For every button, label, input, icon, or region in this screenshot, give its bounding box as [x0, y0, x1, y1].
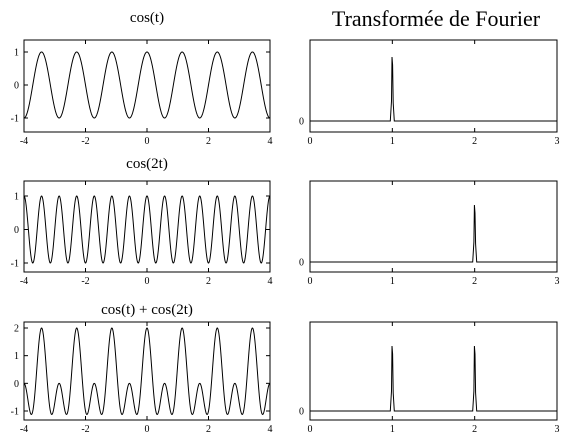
x-tick-label: 0	[308, 424, 313, 435]
plot-title-5: cos(t) + cos(2t)	[101, 302, 193, 318]
plot-frame-6	[309, 321, 558, 421]
x-tick-label: 2	[206, 276, 211, 287]
x-tick-label: -2	[81, 276, 89, 287]
spectrum-line-4	[310, 204, 557, 263]
spectrum-line-2	[310, 56, 557, 122]
y-tick-label: -1	[11, 114, 19, 125]
x-tick-label: 3	[555, 136, 560, 147]
y-tick-label: 2	[14, 324, 19, 335]
y-tick-label: -1	[11, 407, 19, 418]
x-tick-label: 2	[472, 276, 477, 287]
x-tick-label: 1	[390, 136, 395, 147]
series-line-3	[23, 195, 271, 264]
y-tick-label: 0	[299, 407, 304, 418]
x-tick-label: -4	[20, 276, 28, 287]
y-tick-label: 0	[14, 225, 19, 236]
y-tick-label: 1	[14, 351, 19, 362]
x-tick-label: 3	[555, 276, 560, 287]
y-tick-label: 1	[14, 192, 19, 203]
plot-frame-2	[309, 39, 558, 133]
x-tick-label: 0	[145, 136, 150, 147]
y-tick-label: 0	[14, 81, 19, 92]
y-tick-label: 1	[14, 48, 19, 59]
plot-frame-4	[309, 180, 558, 273]
spectrum-line-6	[310, 345, 557, 412]
x-tick-label: 0	[308, 276, 313, 287]
y-tick-label: -1	[11, 259, 19, 270]
x-tick-label: 0	[145, 276, 150, 287]
series-line-1	[23, 51, 271, 119]
x-tick-label: 2	[206, 136, 211, 147]
y-tick-label: 0	[299, 258, 304, 269]
fourier-transform-title: Transformée de Fourier	[332, 6, 541, 31]
series-line-5	[23, 327, 271, 416]
x-tick-label: -4	[20, 424, 28, 435]
x-tick-label: -4	[20, 136, 28, 147]
x-tick-label: 2	[472, 424, 477, 435]
x-tick-label: 1	[390, 276, 395, 287]
x-tick-label: 0	[145, 424, 150, 435]
plot-title-3: cos(2t)	[126, 156, 168, 172]
y-tick-label: 0	[299, 117, 304, 128]
x-tick-label: 1	[390, 424, 395, 435]
plot-title-1: cos(t)	[130, 10, 164, 26]
plot-frame-3	[23, 180, 271, 273]
x-tick-label: 2	[472, 136, 477, 147]
x-tick-label: -2	[81, 424, 89, 435]
plot-frame-5	[23, 321, 271, 421]
x-tick-label: 2	[206, 424, 211, 435]
x-tick-label: 4	[268, 424, 273, 435]
x-tick-label: -2	[81, 136, 89, 147]
x-tick-label: 3	[555, 424, 560, 435]
x-tick-label: 0	[308, 136, 313, 147]
x-tick-label: 4	[268, 136, 273, 147]
y-tick-label: 0	[14, 379, 19, 390]
x-tick-label: 4	[268, 276, 273, 287]
plot-frame-1	[23, 39, 271, 133]
